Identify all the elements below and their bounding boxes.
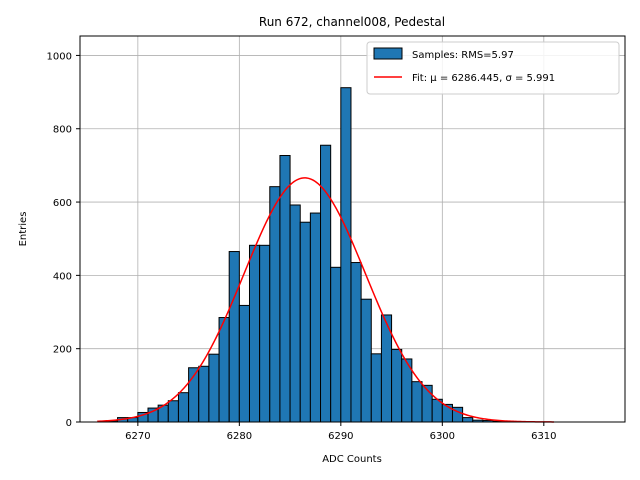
chart-title: Run 672, channel008, Pedestal [259,15,445,29]
histogram-bar [269,186,281,423]
plot-frame [79,35,626,423]
histogram-bar [238,304,250,423]
histogram-bar [462,417,474,423]
histogram-bar [350,262,362,423]
histogram-bar [248,244,261,423]
y-axis-label: Entries [18,212,29,247]
histogram-bar [167,400,179,423]
x-tick-label: 6310 [531,431,556,442]
legend-swatch-samples [373,47,403,60]
legend-label-samples: Samples: RMS=5.97 [412,50,514,61]
histogram-bar [391,348,403,423]
x-tick-label: 6280 [227,431,252,442]
y-tick-label: 400 [53,271,72,282]
x-tick-label: 6270 [125,431,150,442]
histogram-bar [228,251,240,423]
histogram-bar [340,87,352,423]
histogram-bar [330,266,342,423]
legend: Samples: RMS=5.97 Fit: μ = 6286.445, σ =… [366,41,620,95]
y-tick-label: 800 [53,125,72,136]
y-tick-label: 1000 [47,51,72,62]
histogram-bar [411,381,423,423]
histogram-bar [309,212,322,423]
histogram-bar [218,317,230,423]
y-tick-label: 600 [53,198,72,209]
histogram-bar [370,353,382,423]
histogram-bar [360,298,372,423]
fit-curve [97,177,554,423]
legend-box [366,41,620,95]
histogram-bar [299,221,311,423]
y-tick-label: 0 [66,418,72,429]
histogram-bar [259,244,271,423]
y-tick-label: 200 [53,345,72,356]
histogram-bar [289,204,301,423]
x-tick-label: 6300 [430,431,455,442]
x-axis-ticks: 6270 6280 6290 6300 6310 [125,422,557,442]
x-axis-label: ADC Counts [322,454,382,465]
x-tick-label: 6290 [328,431,353,442]
y-axis-ticks: 0 200 400 600 800 1000 [47,51,80,429]
histogram-bar [198,365,210,423]
legend-label-fit: Fit: μ = 6286.445, σ = 5.991 [412,73,555,84]
histogram-bar [208,353,220,423]
histogram-bar [177,392,190,423]
